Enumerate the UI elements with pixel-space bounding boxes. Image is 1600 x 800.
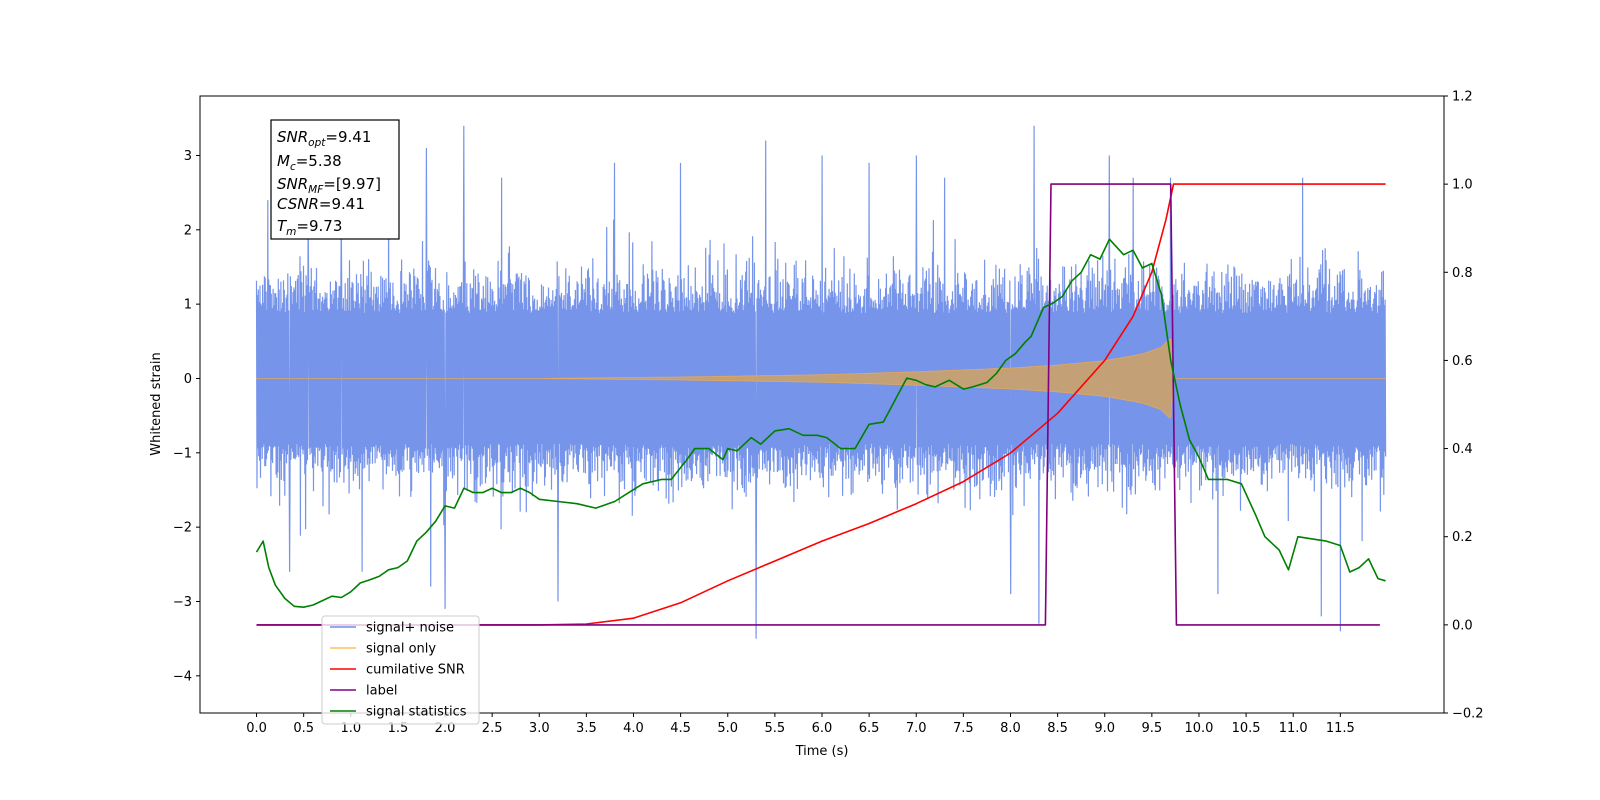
- legend-entry-label: cumilative SNR: [366, 663, 465, 678]
- y-tick-label: −1: [173, 446, 192, 461]
- x-tick-label: 2.0: [435, 721, 456, 736]
- x-tick-label: 4.0: [623, 721, 644, 736]
- x-tick-label: 7.0: [906, 721, 927, 736]
- series-label: [256, 183, 1380, 626]
- x-tick-label: 6.5: [859, 721, 880, 736]
- y-axis-title: Whitened strain: [149, 352, 164, 455]
- stats-line: SNRopt=9.41: [277, 128, 371, 149]
- x-axis: 0.0 0.5 1.0 1.5 2.0 2.5 3.0 3.5 4.0 4.5 5.0 5.5 6.0 6…: [246, 713, 1355, 736]
- y2-tick-label: 0.4: [1452, 442, 1473, 457]
- stats-box-frame: [270, 119, 400, 240]
- y2-tick-label: 1.2: [1452, 90, 1473, 105]
- stats-line: Tm=9.73: [277, 217, 342, 238]
- x-tick-label: 2.5: [482, 721, 503, 736]
- y2-tick-label: 0.8: [1452, 266, 1473, 281]
- stats-line: SNRMF=[9.97]: [277, 175, 381, 196]
- y2-tick-label: −0.2: [1452, 707, 1484, 722]
- x-tick-label: 3.5: [576, 721, 597, 736]
- x-tick-label: 0.0: [246, 721, 267, 736]
- x-axis-title: Time (s): [795, 744, 849, 759]
- y2-tick-label: 0.0: [1452, 618, 1473, 633]
- y2-tick-label: 0.6: [1452, 354, 1473, 369]
- legend-entry-label: label: [366, 684, 397, 699]
- y-tick-label: 3: [184, 149, 192, 164]
- x-tick-label: 5.5: [765, 721, 786, 736]
- y-axis-left: 3 2 1 0 −1 −2 −3 −4: [173, 149, 200, 684]
- legend: signal+ noise signal only cumilative SNR la…: [321, 615, 480, 725]
- x-tick-label: 11.5: [1326, 721, 1355, 736]
- y-tick-label: 1: [184, 298, 192, 313]
- legend-frame: [321, 615, 480, 725]
- plot-area: [255, 125, 1387, 639]
- x-tick-label: 1.0: [340, 721, 361, 736]
- y-tick-label: −3: [173, 595, 192, 610]
- y-tick-label: 2: [184, 223, 192, 238]
- y2-tick-label: 1.0: [1452, 178, 1473, 193]
- x-tick-label: 6.0: [812, 721, 833, 736]
- y-tick-label: 0: [184, 372, 192, 387]
- y2-tick-label: 0.2: [1452, 530, 1473, 545]
- x-tick-label: 11.0: [1279, 721, 1308, 736]
- x-tick-label: 10.0: [1184, 721, 1213, 736]
- x-tick-label: 8.0: [1000, 721, 1021, 736]
- x-tick-label: 8.5: [1047, 721, 1068, 736]
- y-axis-right: 1.2 1.0 0.8 0.6 0.4 0.2 0.0 −0.2: [1444, 90, 1484, 722]
- x-tick-label: 10.5: [1232, 721, 1261, 736]
- stats-line: CSNR=9.41: [277, 195, 365, 213]
- y-tick-label: −2: [173, 521, 192, 536]
- x-tick-label: 4.5: [670, 721, 691, 736]
- x-tick-label: 3.0: [529, 721, 550, 736]
- x-tick-label: 9.0: [1094, 721, 1115, 736]
- stats-line: Mc=5.38: [277, 152, 342, 173]
- x-tick-label: 5.0: [717, 721, 738, 736]
- x-tick-label: 0.5: [293, 721, 314, 736]
- x-tick-label: 7.5: [953, 721, 974, 736]
- series-cumulative-snr: [256, 183, 1386, 626]
- series-signal-only: [256, 338, 1386, 419]
- y-tick-label: −4: [173, 669, 192, 684]
- legend-entry-label: signal statistics: [366, 705, 467, 720]
- legend-entry-label: signal+ noise: [366, 621, 454, 636]
- x-tick-label: 9.5: [1142, 721, 1163, 736]
- series-signal-statistics: [255, 238, 1386, 608]
- x-tick-label: 1.5: [388, 721, 409, 736]
- legend-entry-label: signal only: [366, 642, 436, 657]
